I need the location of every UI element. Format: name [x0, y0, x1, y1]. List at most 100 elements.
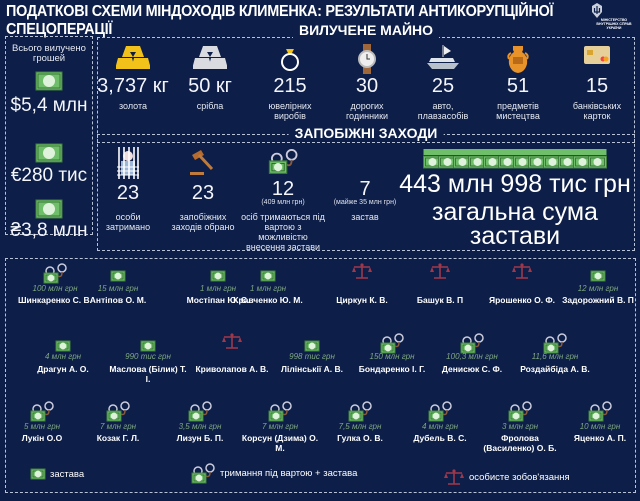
- person-name: Циркун К. В.: [336, 295, 388, 305]
- dollar-bill-icon: [34, 70, 64, 92]
- legend-label: застава: [50, 468, 85, 480]
- silver-bars-icon: [193, 44, 227, 70]
- bail-money-icon: [590, 270, 606, 282]
- person-name: Яценко А. П.: [573, 433, 627, 443]
- seized-label: золота: [118, 101, 148, 111]
- measure-label: застав: [351, 212, 379, 222]
- measure-label: особи затримано: [105, 212, 151, 232]
- person-name: Антіпов О. М.: [89, 295, 147, 305]
- person-bail-amount: 7,5 млн грн: [338, 422, 382, 431]
- person-name: Шинкаренко С. В.: [18, 295, 92, 305]
- bail-money-icon: [304, 340, 320, 352]
- person-bail-amount: 100 млн грн: [32, 284, 78, 293]
- measure-value: 7: [359, 178, 371, 200]
- person-bail-amount: 11,6 млн грн: [531, 352, 579, 361]
- page-title: ПОДАТКОВІ СХЕМИ МІНДОХОДІВ КЛИМЕНКА: РЕЗ…: [6, 3, 554, 38]
- seized-value: 3,737 кг: [97, 75, 169, 97]
- person-bail-amount: 3,5 млн грн: [178, 422, 222, 431]
- total-bail-label-1: загальна сума: [432, 198, 598, 226]
- person-bail-amount: 150 млн грн: [369, 352, 415, 361]
- seized-heading: ВИЛУЧЕНЕ МАЙНО: [292, 22, 440, 38]
- ministry-logo: МІНІСТЕРСТВО ВНУТРІШНІХ СПРАВ УКРАЇНИ: [590, 2, 638, 30]
- custody-bail-icon: [459, 332, 485, 354]
- bail-money-icon: [110, 270, 126, 282]
- measure-value: 23: [116, 182, 140, 204]
- measure-note: (409 млн грн): [261, 199, 305, 206]
- legend-item-custody: тримання під вартою + застава: [190, 462, 357, 484]
- person-bail-amount: 3 млн грн: [501, 422, 539, 431]
- handcuffs-money-icon: [267, 147, 299, 175]
- money-panel: [5, 36, 93, 235]
- custody-bail-icon: [187, 400, 213, 422]
- seized-value: 51: [506, 75, 530, 97]
- seized-label: дорогих годинники: [345, 101, 389, 121]
- person-name: Денисюк С. Ф.: [441, 364, 503, 374]
- seized-value: 215: [273, 75, 307, 97]
- seized-value: 15: [585, 75, 609, 97]
- total-bail-label-2: застави: [469, 222, 561, 250]
- person-bail-amount: 10 млн грн: [579, 422, 621, 431]
- person-name: Драгун А. О.: [37, 364, 89, 374]
- custody-legend-icon: [190, 462, 216, 484]
- custody-bail-icon: [379, 332, 405, 354]
- custody-bail-icon: [587, 400, 613, 422]
- person-bail-amount: 4 млн грн: [44, 352, 82, 361]
- bail-legend-icon: [30, 468, 46, 480]
- seized-label: предметів мистецтва: [496, 101, 540, 121]
- person-name: Задорожний В. П: [562, 295, 634, 305]
- person-bail-amount: 7 млн грн: [261, 422, 299, 431]
- money-heading: Всього вилучено грошей: [12, 43, 86, 64]
- scales-icon: [221, 332, 243, 350]
- ring-icon: [279, 44, 301, 72]
- prison-icon: [116, 147, 140, 179]
- person-bail-amount: 5 млн грн: [23, 422, 61, 431]
- measure-note: (майже 35 млн грн): [333, 199, 397, 206]
- money-value: ₴3,8 млн: [10, 220, 88, 241]
- total-bail-value: 443 млн 998 тис грн: [399, 170, 631, 198]
- person-bail-amount: 4 млн грн: [421, 422, 459, 431]
- seized-label: ювелірних виробів: [268, 101, 312, 121]
- person-name: Мостіпан Ю. Є.: [186, 295, 250, 305]
- scales-icon: [511, 262, 533, 280]
- ministry-logo-text: МІНІСТЕРСТВО ВНУТРІШНІХ СПРАВ УКРАЇНИ: [596, 18, 632, 30]
- custody-bail-icon: [29, 400, 55, 422]
- person-name: Башук В. П: [416, 295, 464, 305]
- person-bail-amount: 990 тис грн: [125, 352, 171, 361]
- hryvnia-bill-icon: [34, 198, 64, 220]
- person-name: Бондаренко І. Г.: [358, 364, 426, 374]
- person-name: Ярошенко О. Ф.: [488, 295, 556, 305]
- euro-bill-icon: [34, 142, 64, 164]
- person-bail-amount: 998 тис грн: [289, 352, 335, 361]
- custody-bail-icon: [507, 400, 533, 422]
- seized-value: 30: [355, 75, 379, 97]
- gavel-icon: [188, 147, 218, 177]
- person-name: Криволапов А. В.: [195, 364, 269, 374]
- person-bail-amount: 1 млн грн: [249, 284, 287, 293]
- trident-emblem-icon: [592, 3, 602, 18]
- custody-bail-icon: [542, 332, 568, 354]
- money-value: €280 тис: [10, 165, 88, 186]
- custody-bail-icon: [42, 262, 68, 284]
- person-bail-amount: 1 млн грн: [199, 284, 237, 293]
- yacht-icon: [425, 44, 461, 72]
- person-name: Козак Г. Л.: [96, 433, 140, 443]
- seized-label: срібла: [196, 101, 224, 111]
- person-name: Фролова (Василенко) О. Б.: [483, 433, 557, 453]
- measures-heading: ЗАПОБІЖНІ ЗАХОДИ: [288, 125, 444, 141]
- person-name: Дубель В. С.: [413, 433, 467, 443]
- person-name: Кравченко Ю. М.: [233, 295, 303, 305]
- legend-item-personal: особисте зобов'язання: [443, 468, 570, 486]
- seized-label: банківських карток: [572, 101, 622, 121]
- people-panel: [5, 258, 636, 493]
- scales-icon: [429, 262, 451, 280]
- custody-bail-icon: [427, 400, 453, 422]
- person-bail-amount: 7 млн грн: [99, 422, 137, 431]
- bail-money-icon: [210, 270, 226, 282]
- money-stack-icon: [423, 148, 608, 170]
- person-name: Гулка О. В.: [337, 433, 383, 443]
- gold-bars-icon: [116, 44, 150, 70]
- person-bail-amount: 100,3 млн грн: [446, 352, 498, 361]
- bank-card-icon: [583, 44, 611, 66]
- person-name: Лукін О.О: [21, 433, 63, 443]
- person-name: Маслова (Білик) Т. І.: [109, 364, 187, 384]
